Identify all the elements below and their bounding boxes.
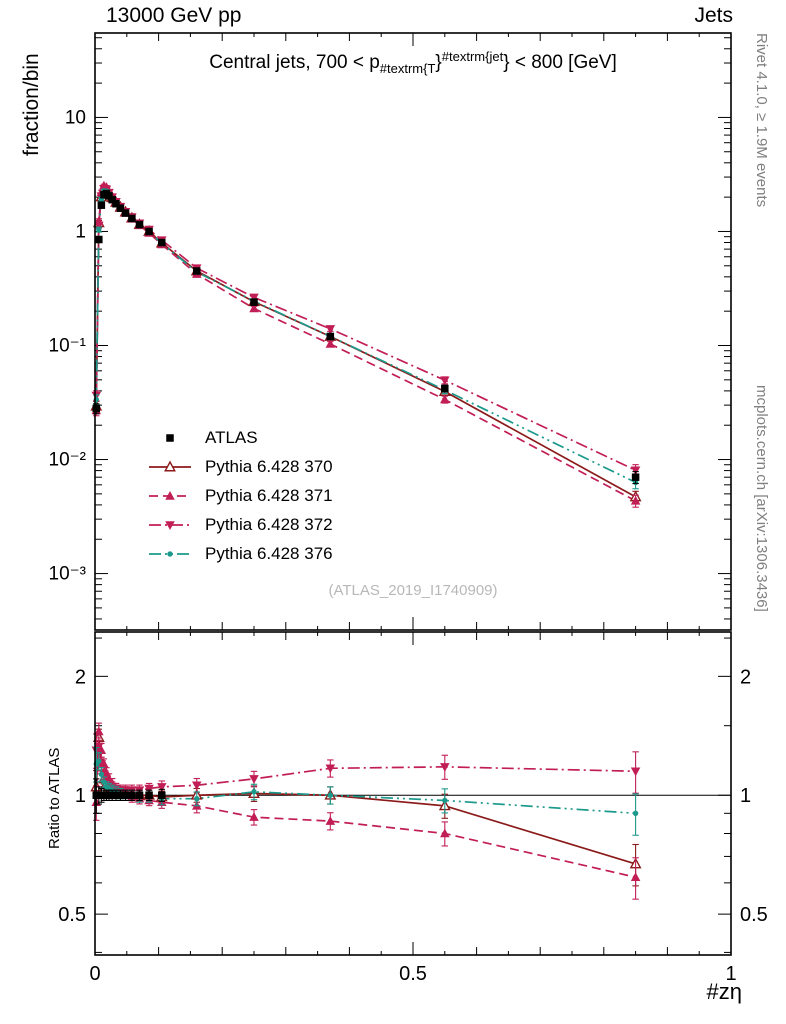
header-analysis-group: Jets [694,4,733,27]
legend-label: Pythia 6.428 376 [205,543,333,563]
plot-title-suffix: } < 800 [GeV] [503,52,617,73]
legend-label: Pythia 6.428 370 [205,456,333,476]
pythia-372-marker-icon [149,520,191,530]
plot-title-subscript: #textrm{T [379,61,436,76]
main-y-axis-label: fraction/bin [20,53,43,156]
pythia-371-marker-icon [149,490,191,500]
legend: ATLAS Pythia 6.428 370 Pythia 6.428 371 … [147,423,333,568]
svg-text:1: 1 [75,221,86,242]
plot-title-prefix: Central jets, 700 < p [209,52,380,73]
svg-text:10⁻³: 10⁻³ [49,564,87,585]
pythia-370-marker-icon [149,460,191,471]
plot-title-superscript: #textrm{jet [441,49,504,64]
svg-text:0.5: 0.5 [399,963,427,985]
svg-text:0.5: 0.5 [740,904,768,926]
svg-text:0: 0 [89,963,100,985]
pythia-376-marker-icon [149,550,191,557]
legend-label: Pythia 6.428 371 [205,485,333,505]
svg-text:1: 1 [725,963,736,985]
legend-item-pythia-370: Pythia 6.428 370 [147,452,333,481]
svg-text:10: 10 [65,107,86,128]
analysis-watermark: (ATLAS_2019_I1740909) [328,582,498,599]
mcplots-credit: mcplots.cern.ch [arXiv:1306.3436] [753,385,770,612]
plot-title-mid: } [435,52,442,73]
svg-text:2: 2 [75,666,86,688]
legend-label: ATLAS [205,427,258,447]
svg-text:10⁻¹: 10⁻¹ [49,335,87,356]
plot-title: Central jets, 700 < p#textrm{T}#textrm{j… [95,49,731,76]
svg-text:1: 1 [740,785,751,807]
x-axis-label: #zη [706,979,742,1004]
legend-item-atlas: ATLAS [147,423,333,452]
svg-text:2: 2 [740,666,751,688]
legend-item-pythia-371: Pythia 6.428 371 [147,481,333,510]
atlas-marker-icon [166,433,174,442]
legend-item-pythia-376: Pythia 6.428 376 [147,539,333,568]
ratio-y-axis-label: Ratio to ATLAS [46,747,63,849]
rivet-version-credit: Rivet 4.1.0, ≥ 1.9M events [753,33,770,208]
svg-text:1: 1 [75,785,86,807]
header-beam-energy: 13000 GeV pp [106,4,242,27]
svg-text:10⁻²: 10⁻² [49,450,87,471]
legend-label: Pythia 6.428 372 [205,514,333,534]
legend-item-pythia-372: Pythia 6.428 372 [147,510,333,539]
svg-text:0.5: 0.5 [58,904,86,926]
